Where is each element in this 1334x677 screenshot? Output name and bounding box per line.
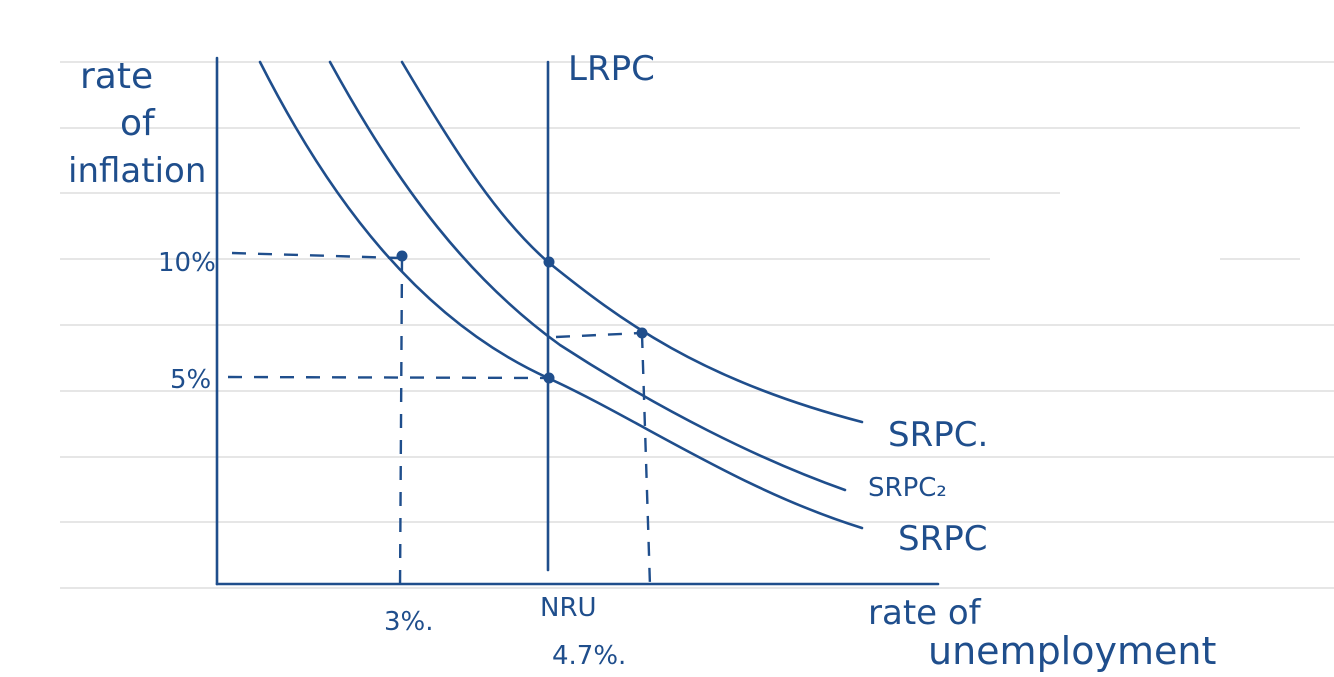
srpc-curve-middle [328,60,847,492]
notebook-lines [60,61,1334,589]
srpc-curve-upper [400,60,864,424]
x-tick-3-percent: 3%. [384,607,434,637]
guide-lines [227,251,652,591]
lrpc-label: LRPC [568,49,655,89]
x-axis-label-line-1: rate of [868,593,982,633]
y-axis-label-line-2: of [120,103,156,144]
y-tick-5-percent: 5% [170,365,211,395]
srpc-label: SRPC [898,519,987,559]
point-nru-10pct [543,256,555,268]
x-tick-nru-value: 4.7%. [552,641,626,671]
y-tick-10-percent: 10% [158,248,216,278]
y-axis-label-line-1: rate [80,56,153,97]
srpc2-label: SRPC₂ [868,473,947,503]
point-srpc1-high-unemployment [636,327,648,339]
x-tick-nru: NRU [540,593,597,623]
srpc1-label: SRPC. [888,415,988,455]
srpc-curve-lower [258,60,864,530]
x-axis-label-line-2: unemployment [928,629,1216,673]
point-nru-5pct [543,372,555,384]
point-3pct-10pct [396,250,408,262]
y-axis-label-line-3: inflation [68,151,206,191]
